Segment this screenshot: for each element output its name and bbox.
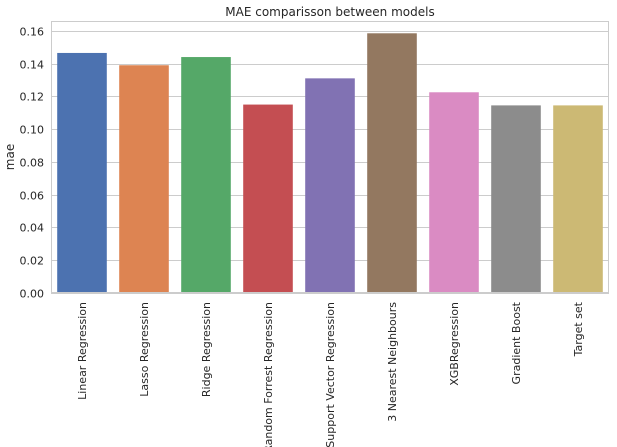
bar <box>57 52 107 293</box>
y-tick-label: 0.08 <box>20 157 45 170</box>
x-tick-label: Support Vector Regression <box>324 302 337 447</box>
bar <box>305 78 355 293</box>
bar <box>491 105 541 293</box>
bar <box>429 92 479 294</box>
bar <box>367 33 417 294</box>
x-tick-labels: Linear Regression Lasso Regression Ridge R… <box>76 301 585 447</box>
bar <box>243 104 293 294</box>
x-tick-label: Linear Regression <box>76 302 89 400</box>
y-tick-label: 0.12 <box>20 91 45 104</box>
x-tick-label: Target set <box>572 301 585 357</box>
y-tick-label: 0.10 <box>20 124 45 137</box>
x-tick-label: 3 Nearest Neighbours <box>386 302 399 422</box>
bar <box>119 65 169 293</box>
y-tick-label: 0.04 <box>20 222 45 235</box>
y-tick-label: 0.16 <box>20 26 45 39</box>
x-tick-label: Ridge Regression <box>200 302 213 397</box>
bar <box>553 105 603 293</box>
bar <box>181 57 231 294</box>
bars-group <box>57 33 603 294</box>
y-tick-label: 0.14 <box>20 59 45 72</box>
y-tick-label: 0.06 <box>20 190 45 203</box>
y-tick-label: 0.00 <box>20 288 45 301</box>
y-tick-labels: 0.00 0.02 0.04 0.06 0.08 0.10 0.12 0.14 0.16 <box>20 26 45 301</box>
y-tick-label: 0.02 <box>20 255 45 268</box>
x-tick-label: Gradient Boost <box>510 301 523 384</box>
chart-title: MAE comparisson between models <box>225 5 434 19</box>
y-axis-label: mae <box>3 144 17 170</box>
x-tick-label: Random Forrest Regression <box>262 302 275 447</box>
x-tick-label: XGBRegression <box>448 302 461 386</box>
plot-frame <box>51 21 609 293</box>
x-tick-label: Lasso Regression <box>138 302 151 397</box>
